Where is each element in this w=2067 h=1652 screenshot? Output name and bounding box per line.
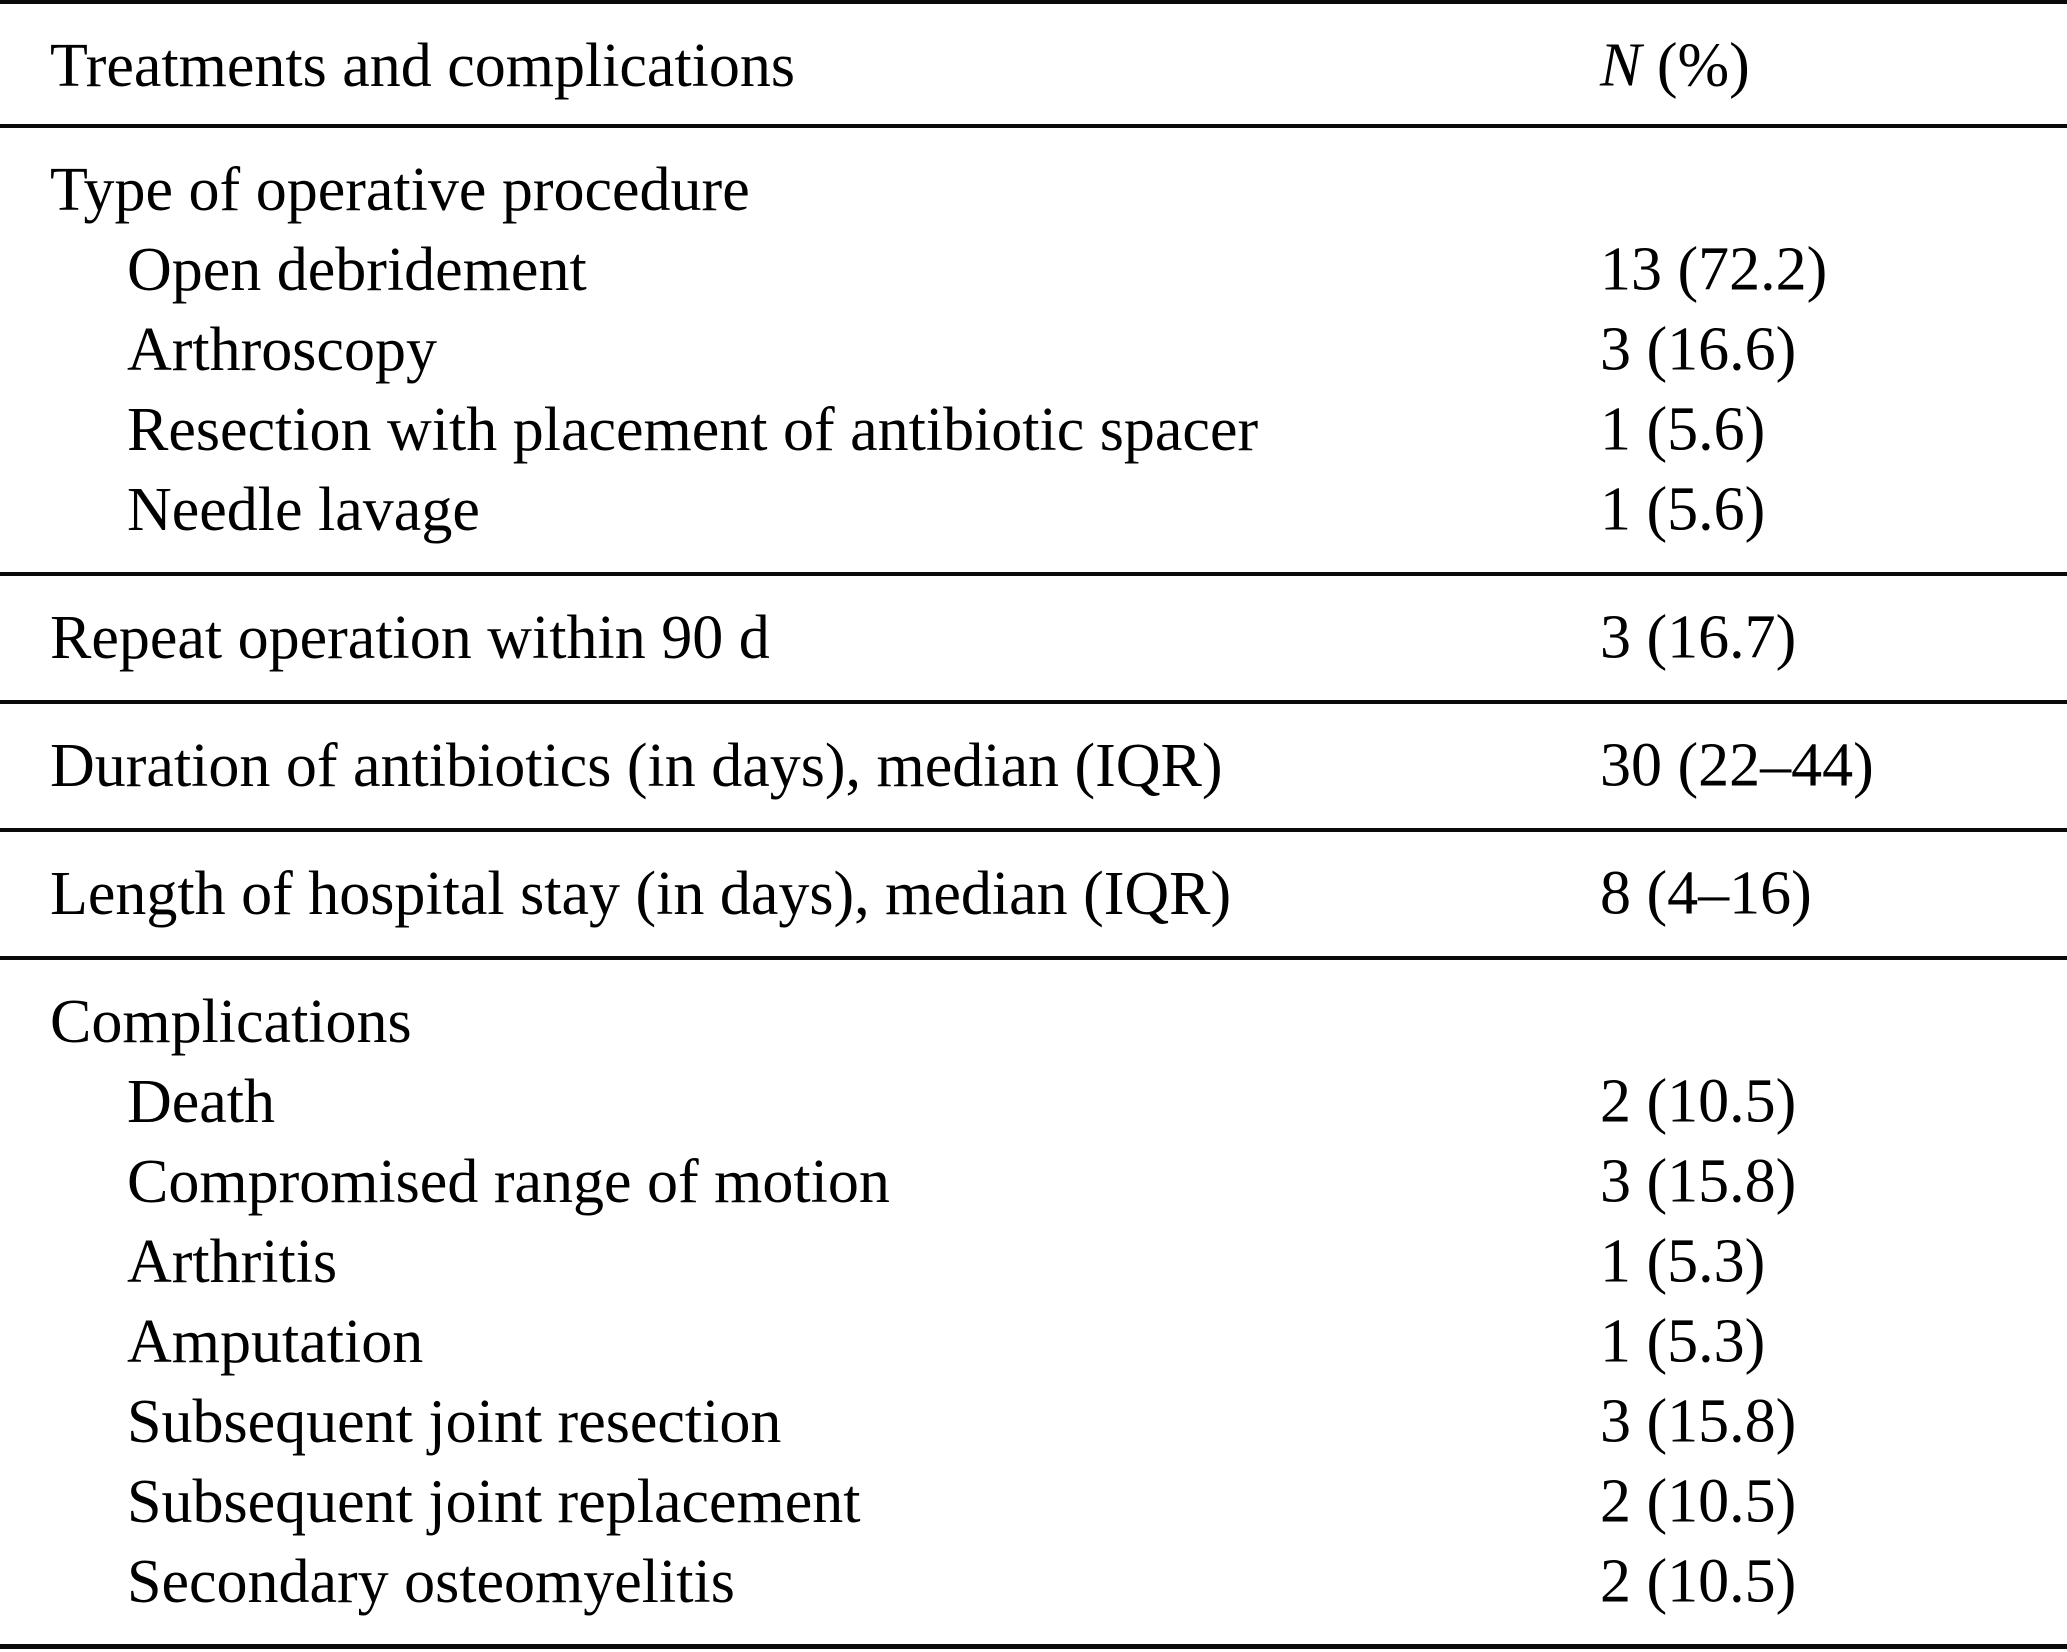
table-row: Arthroscopy 3 (16.6) — [0, 310, 2067, 390]
table-row: Repeat operation within 90 d 3 (16.7) — [0, 598, 2067, 678]
table-row: Amputation 1 (5.3) — [0, 1302, 2067, 1382]
row-value: 1 (5.6) — [1600, 475, 1766, 544]
table-header-row: Treatments and complications N (%) — [0, 26, 2067, 106]
row-label: Secondary osteomyelitis — [127, 1547, 735, 1616]
table-row: Arthritis 1 (5.3) — [0, 1222, 2067, 1302]
table-row: Compromised range of motion 3 (15.8) — [0, 1142, 2067, 1222]
row-value: 8 (4–16) — [1600, 859, 1812, 928]
section-complications: Complications Death 2 (10.5) Compromised… — [0, 960, 2067, 1644]
table-row: Subsequent joint replacement 2 (10.5) — [0, 1462, 2067, 1542]
table-row: Type of operative procedure — [0, 150, 2067, 230]
table-row: Resection with placement of antibiotic s… — [0, 390, 2067, 470]
row-value: 2 (10.5) — [1600, 1067, 1797, 1136]
row-label: Open debridement — [127, 235, 587, 304]
row-value: 3 (16.7) — [1600, 603, 1797, 672]
row-label: Death — [127, 1067, 276, 1136]
percent-suffix: (%) — [1641, 31, 1750, 100]
row-label: Subsequent joint resection — [127, 1387, 782, 1456]
column-header-n-percent: N (%) — [1600, 31, 1750, 102]
table-row: Complications — [0, 982, 2067, 1062]
header-separator-rule — [0, 124, 2067, 128]
table-row: Length of hospital stay (in days), media… — [0, 854, 2067, 934]
table-row: Subsequent joint resection 3 (15.8) — [0, 1382, 2067, 1462]
row-value: 2 (10.5) — [1600, 1547, 1797, 1616]
table-row: Secondary osteomyelitis 2 (10.5) — [0, 1542, 2067, 1622]
column-header-treatments-and-complications: Treatments and complications — [50, 31, 796, 100]
row-value: 3 (15.8) — [1600, 1147, 1797, 1216]
row-value: 1 (5.3) — [1600, 1307, 1766, 1376]
table-row: Death 2 (10.5) — [0, 1062, 2067, 1142]
row-label: Repeat operation within 90 d — [50, 603, 770, 672]
row-label: Arthroscopy — [127, 315, 437, 384]
table-header-band: Treatments and complications N (%) — [0, 4, 2067, 124]
row-value: 13 (72.2) — [1600, 235, 1828, 304]
table-bottom-rule — [0, 1644, 2067, 1649]
section-separator-rule — [0, 828, 2067, 832]
row-value: 1 (5.6) — [1600, 395, 1766, 464]
section-separator-rule — [0, 572, 2067, 576]
section-length-of-hospital-stay: Length of hospital stay (in days), media… — [0, 832, 2067, 956]
row-value: 30 (22–44) — [1600, 731, 1874, 800]
section-repeat-operation: Repeat operation within 90 d 3 (16.7) — [0, 576, 2067, 700]
table-row: Duration of antibiotics (in days), media… — [0, 726, 2067, 806]
row-value: 3 (15.8) — [1600, 1387, 1797, 1456]
row-label: Needle lavage — [127, 475, 480, 544]
row-label: Amputation — [127, 1307, 424, 1376]
section-separator-rule — [0, 700, 2067, 704]
row-value: 3 (16.6) — [1600, 315, 1797, 384]
row-label: Arthritis — [127, 1227, 338, 1296]
section-duration-of-antibiotics: Duration of antibiotics (in days), media… — [0, 704, 2067, 828]
row-label: Subsequent joint replacement — [127, 1467, 861, 1536]
row-label: Resection with placement of antibiotic s… — [127, 395, 1259, 464]
section-type-of-operative-procedure: Type of operative procedure Open debride… — [0, 128, 2067, 572]
section-separator-rule — [0, 956, 2067, 960]
row-label: Type of operative procedure — [50, 155, 750, 224]
table-row: Needle lavage 1 (5.6) — [0, 470, 2067, 550]
row-label: Length of hospital stay (in days), media… — [50, 859, 1232, 928]
row-label: Compromised range of motion — [127, 1147, 890, 1216]
row-label: Complications — [50, 987, 412, 1056]
table-top-rule — [0, 0, 2067, 4]
n-symbol: N — [1600, 31, 1642, 100]
row-value: 1 (5.3) — [1600, 1227, 1766, 1296]
table-row: Open debridement 13 (72.2) — [0, 230, 2067, 310]
row-label: Duration of antibiotics (in days), media… — [50, 731, 1223, 800]
row-value: 2 (10.5) — [1600, 1467, 1797, 1536]
